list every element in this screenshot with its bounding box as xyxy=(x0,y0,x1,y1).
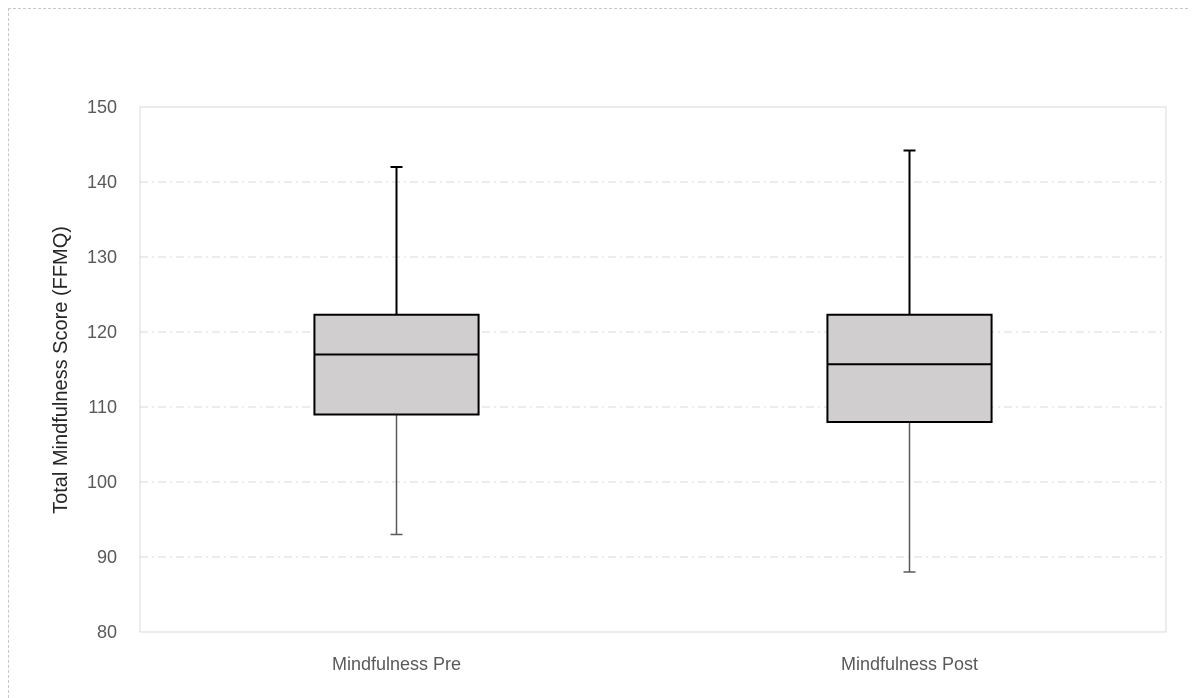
iqr-box xyxy=(313,313,480,416)
box-group xyxy=(313,166,480,536)
y-tick-label: 80 xyxy=(97,622,117,642)
y-tick-label: 130 xyxy=(87,247,117,267)
boxes xyxy=(313,149,993,573)
y-tick-label: 140 xyxy=(87,172,117,192)
y-tick-label: 110 xyxy=(88,397,117,417)
x-tick-label: Mindfulness Post xyxy=(841,654,978,674)
y-tick-label: 120 xyxy=(87,322,117,342)
iqr-box xyxy=(826,313,993,423)
x-axis-tick-labels: Mindfulness Pre Mindfulness Post xyxy=(332,654,978,674)
y-axis-title: Total Mindfulness Score (FFMQ) xyxy=(50,226,72,514)
box-group xyxy=(826,149,993,573)
y-tick-label: 90 xyxy=(97,547,117,567)
x-tick-label: Mindfulness Pre xyxy=(332,654,461,674)
gridlines xyxy=(140,181,1166,558)
chart-frame xyxy=(8,8,1188,698)
y-tick-label: 150 xyxy=(87,97,117,117)
plot-area-border xyxy=(139,106,1167,633)
y-tick-label: 100 xyxy=(87,472,117,492)
y-axis-tick-labels: 80 90 100 110 120 130 140 150 xyxy=(87,97,117,642)
